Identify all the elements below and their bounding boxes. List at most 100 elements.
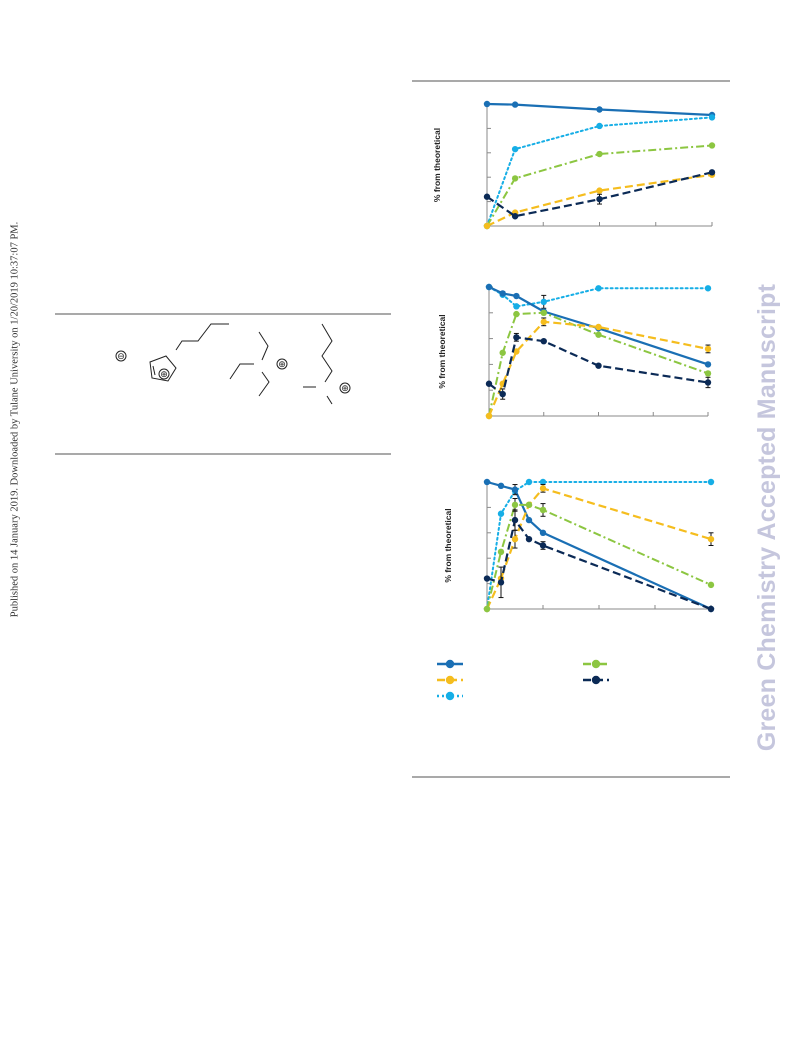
data-point — [483, 193, 491, 200]
data-point — [483, 575, 491, 582]
data-point — [540, 309, 547, 316]
data-point — [595, 285, 602, 292]
data-point — [704, 345, 712, 353]
series-navy-dashed — [483, 169, 716, 220]
legend-swatch-marker — [591, 675, 601, 685]
data-point — [497, 579, 505, 586]
data-point — [511, 516, 519, 524]
data-point — [596, 195, 603, 203]
legend-entry-navy-dashed — [583, 675, 609, 685]
cation-charge-ring-1 — [158, 368, 170, 380]
data-point — [499, 290, 506, 297]
data-point — [596, 187, 603, 194]
data-point — [540, 337, 547, 345]
series-line — [486, 144, 713, 227]
data-point — [708, 114, 716, 121]
data-point — [704, 379, 712, 386]
series-line — [486, 481, 712, 610]
series-blue-solid — [483, 478, 715, 613]
data-point — [485, 380, 493, 387]
alkyl-chain-left — [229, 363, 254, 380]
cation-charge-ring-2 — [276, 358, 288, 370]
data-point — [513, 334, 520, 341]
charge-labels: ⊖ ⊕ ⊕ ⊕ — [117, 352, 349, 394]
data-point — [513, 303, 520, 310]
series-line — [486, 503, 712, 610]
data-point — [704, 285, 712, 292]
data-point — [540, 318, 547, 326]
data-point — [540, 298, 547, 306]
chart-panel-b: % from theoretical — [437, 283, 712, 420]
phosphonium-cation-structure — [303, 323, 351, 405]
data-point — [499, 390, 506, 398]
legend-entry-cyan-dotted — [437, 691, 463, 701]
anion-charge-label: ⊖ — [117, 352, 125, 362]
data-point — [595, 323, 602, 331]
data-point — [485, 283, 493, 291]
series-yellow-dashed — [483, 484, 715, 613]
data-point — [511, 486, 519, 493]
series-line — [486, 171, 713, 218]
ring-double-bond — [152, 365, 156, 376]
methyl-lower — [326, 395, 333, 405]
data-point — [595, 331, 602, 338]
ammonium-cation-structure — [229, 331, 288, 397]
chart-panel-a: % from theoretical — [432, 100, 716, 230]
anion-charge-ring — [115, 350, 127, 362]
data-point — [539, 529, 547, 536]
data-point — [483, 100, 491, 108]
imidazolium-cation-structure — [115, 323, 229, 382]
alkyl-chain-lower — [258, 371, 270, 397]
alkyl-chain-upper — [258, 331, 269, 361]
legend-entry-blue-solid — [437, 659, 463, 669]
cation-charge-label-3: ⊕ — [341, 384, 349, 394]
data-point — [483, 478, 491, 486]
figure-top-rule — [412, 80, 730, 82]
data-point — [497, 548, 505, 556]
y-axis-label: % from theoretical — [437, 314, 447, 388]
legend-swatch-marker — [445, 675, 455, 685]
data-point — [525, 535, 533, 543]
table-top-rule — [55, 313, 391, 315]
series-line — [486, 487, 712, 610]
ionic-liquid-structures: ⊖ ⊕ ⊕ ⊕ — [115, 323, 351, 405]
data-point — [596, 106, 603, 113]
series-line — [486, 173, 713, 227]
data-point — [513, 292, 520, 300]
series-line — [486, 518, 712, 611]
data-point — [704, 361, 712, 368]
legend-swatch-marker — [445, 659, 455, 669]
data-point — [525, 516, 533, 524]
cation-charge-label-1: ⊕ — [160, 370, 168, 380]
series-cyan-dotted — [483, 114, 716, 230]
data-point — [525, 478, 533, 486]
long-alkyl-chain — [321, 323, 333, 383]
butyl-chain — [175, 323, 229, 351]
series-blue-solid — [483, 100, 716, 119]
data-point — [708, 169, 716, 176]
series-line — [488, 311, 709, 417]
figure-bottom-rule — [412, 776, 730, 778]
series-line — [486, 102, 713, 117]
series-navy-dashed — [483, 509, 715, 613]
series-green-dashdot — [483, 498, 715, 613]
series-line — [486, 480, 712, 611]
data-point — [511, 175, 519, 182]
data-point — [483, 222, 491, 230]
chart-legend — [437, 659, 609, 701]
data-point — [511, 501, 519, 509]
data-point — [707, 581, 715, 589]
data-point — [513, 348, 520, 355]
data-point — [596, 122, 603, 130]
data-point — [511, 145, 519, 153]
data-point — [511, 213, 519, 220]
data-point — [513, 310, 520, 318]
data-point — [485, 412, 493, 420]
data-point — [539, 478, 547, 486]
legend-entry-yellow-dashed — [437, 675, 463, 685]
data-point — [511, 535, 519, 543]
data-point — [497, 510, 505, 517]
chart-panel-c: % from theoretical — [443, 478, 715, 613]
data-point — [707, 478, 715, 486]
data-point — [539, 485, 547, 492]
